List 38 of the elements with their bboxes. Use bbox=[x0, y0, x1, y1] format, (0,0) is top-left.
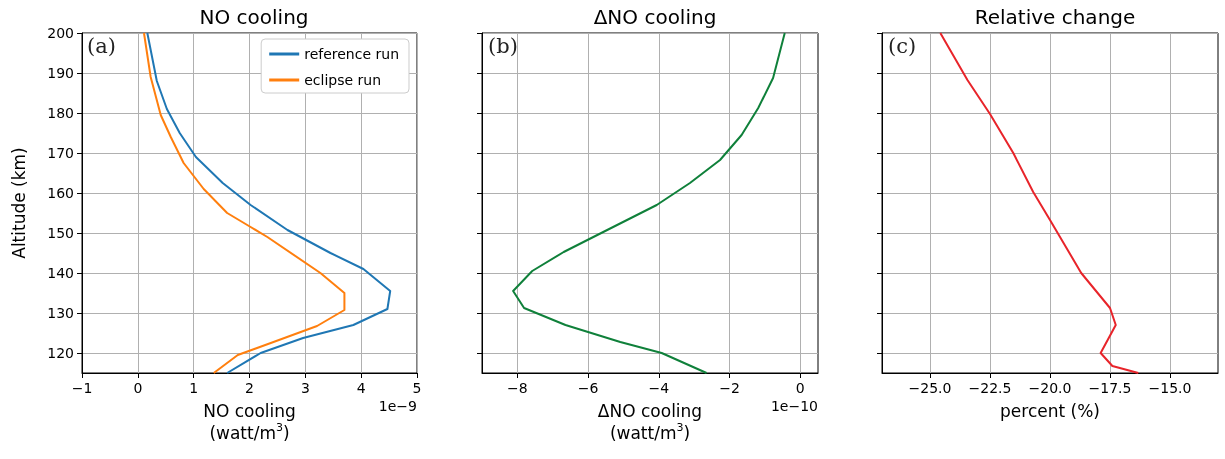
x-tick-label: 5 bbox=[412, 380, 422, 396]
x-tick-label: −22.5 bbox=[968, 380, 1012, 396]
x-tick-label: −25.0 bbox=[908, 380, 952, 396]
y-tick-label: 150 bbox=[47, 225, 74, 241]
x-tick-label: −2 bbox=[719, 380, 740, 396]
x-tick-label: 0 bbox=[133, 380, 143, 396]
y-tick-label: 120 bbox=[47, 345, 74, 361]
x-tick-label: −15.0 bbox=[1148, 380, 1192, 396]
text: 1e−9 bbox=[378, 398, 418, 414]
x-tick-label: 2 bbox=[245, 380, 254, 396]
x-tick-label: −20.0 bbox=[1028, 380, 1072, 396]
y-tick-label: 170 bbox=[47, 145, 74, 161]
y-tick-label: 190 bbox=[47, 65, 74, 81]
x-tick-label: 4 bbox=[356, 380, 366, 396]
legend-label: reference run bbox=[304, 46, 400, 62]
y-tick-label: 130 bbox=[47, 305, 74, 321]
chart-title: ΔNO cooling bbox=[593, 5, 717, 29]
chart-title: Relative change bbox=[974, 5, 1136, 29]
y-tick-label: 140 bbox=[47, 265, 74, 281]
y-tick-label: 200 bbox=[47, 25, 74, 41]
x-tick-label: 0 bbox=[795, 380, 805, 396]
x-tick-label: −6 bbox=[577, 380, 599, 396]
annotation: (c) bbox=[888, 33, 917, 58]
legend-label: eclipse run bbox=[304, 72, 382, 88]
x-tick-label: −1 bbox=[71, 380, 93, 396]
x-tick-label: −17.5 bbox=[1088, 380, 1132, 396]
x-tick-label: 3 bbox=[300, 380, 310, 396]
y-axis-title: Altitude (km) bbox=[9, 147, 29, 259]
y-tick-label: 160 bbox=[47, 185, 74, 201]
y-tick-label: 180 bbox=[47, 105, 74, 121]
x-tick-label: −8 bbox=[507, 380, 528, 396]
x-axis-title: percent (%) bbox=[1000, 400, 1100, 421]
annotation: (a) bbox=[87, 33, 116, 58]
x-tick-label: 1 bbox=[189, 380, 199, 396]
text: 1e−10 bbox=[770, 398, 819, 414]
x-tick-label: −4 bbox=[648, 380, 670, 396]
chart-title: NO cooling bbox=[199, 5, 309, 29]
annotation: (b) bbox=[488, 33, 518, 58]
